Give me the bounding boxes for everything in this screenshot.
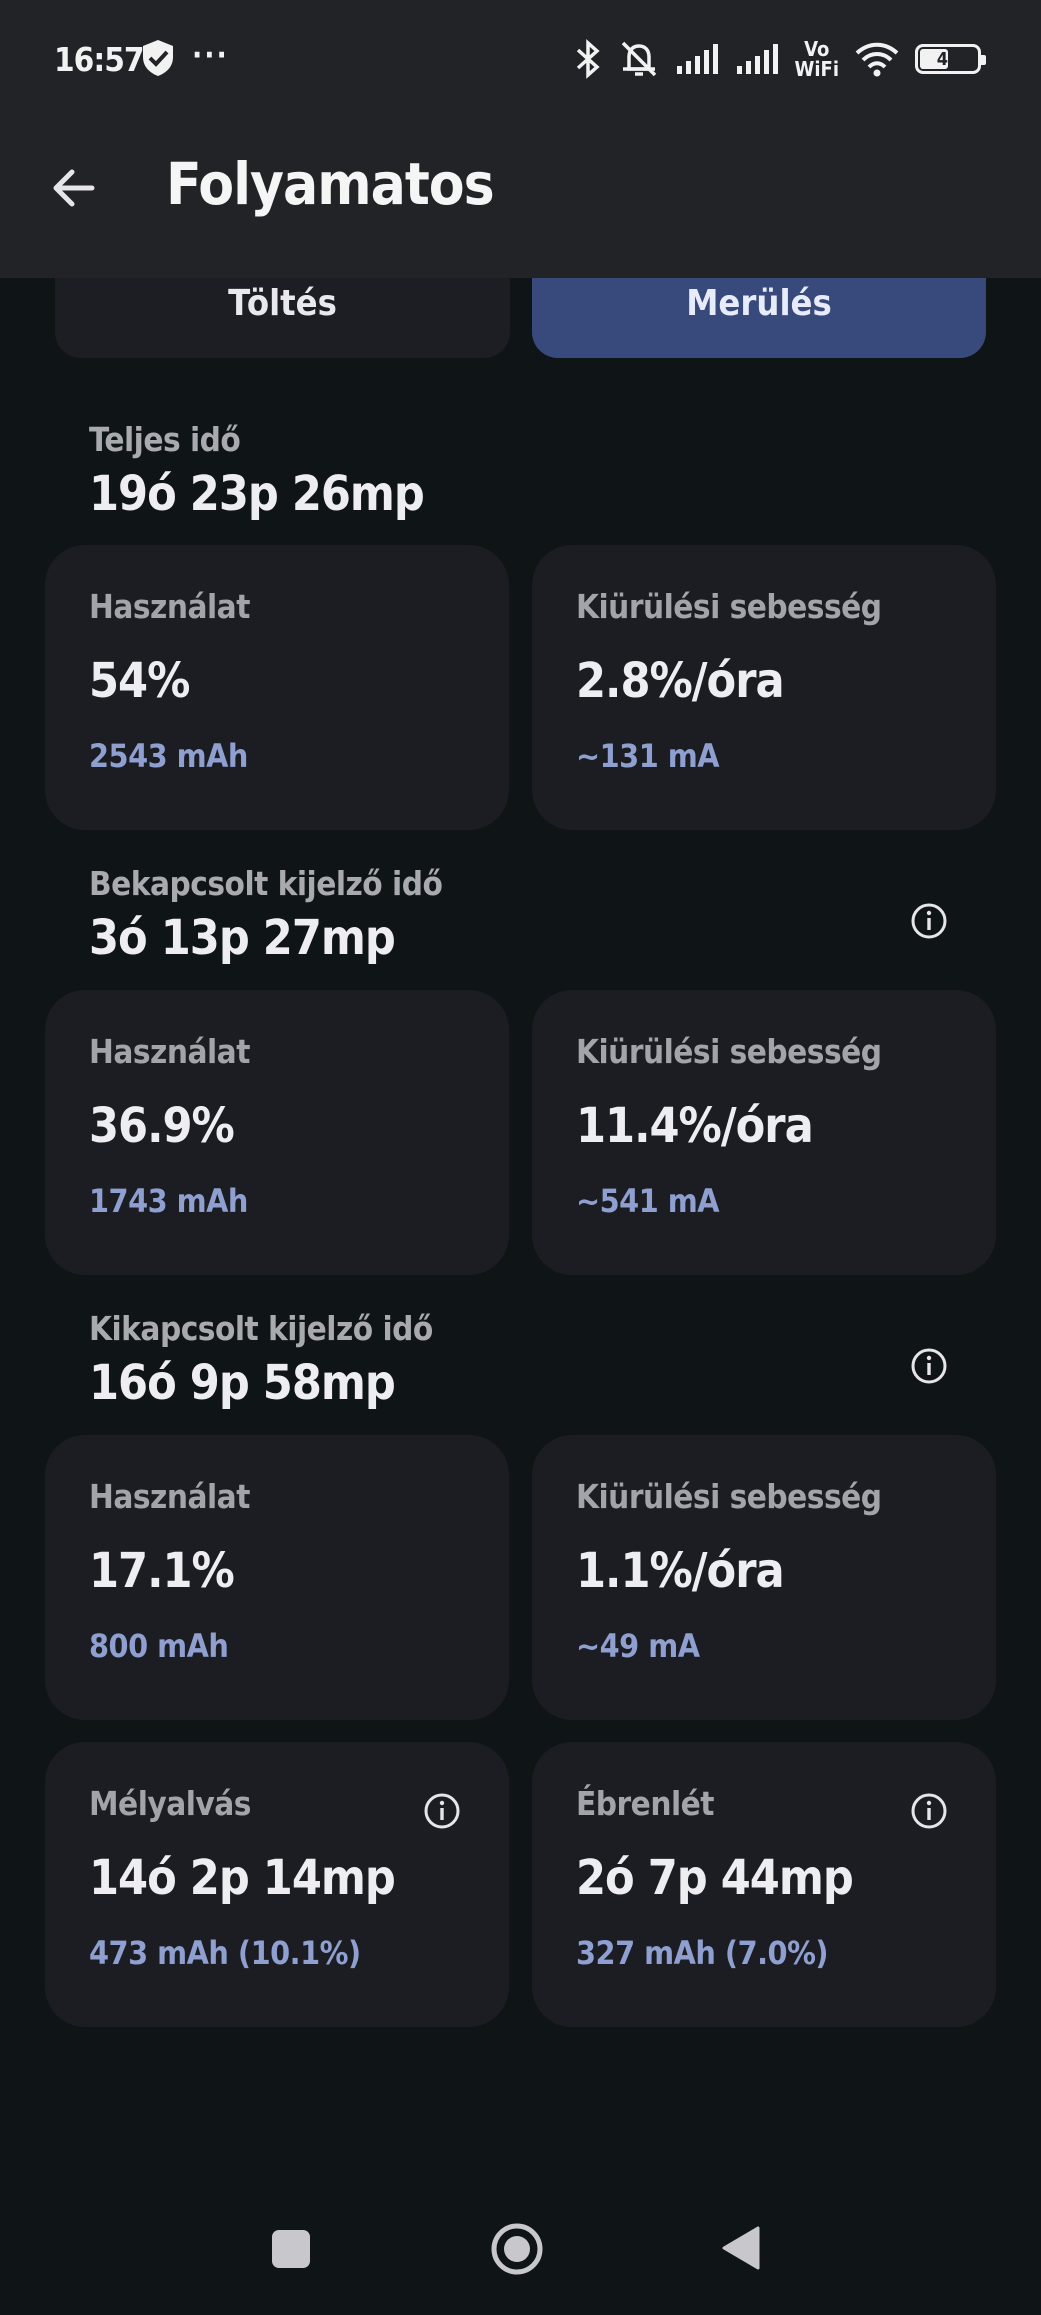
card-rate-total: Kiürülési sebesség 2.8%/óra ~131 mA	[532, 545, 996, 830]
card-usage-screen-on: Használat 36.9% 1743 mAh	[45, 990, 509, 1275]
card-label: Kiürülési sebesség	[576, 1032, 882, 1071]
card-value: 36.9%	[89, 1098, 235, 1154]
info-icon[interactable]	[423, 1792, 461, 1830]
page-title: Folyamatos	[166, 150, 495, 218]
card-rate-screen-off: Kiürülési sebesség 1.1%/óra ~49 mA	[532, 1435, 996, 1720]
status-icons: Vo WiFi 46	[573, 34, 986, 84]
muted-bell-icon	[621, 41, 656, 77]
card-subvalue: 800 mAh	[89, 1627, 229, 1665]
card-value: 14ó 2p 14mp	[89, 1850, 396, 1906]
tab-label: Merülés	[686, 283, 832, 324]
card-awake: Ébrenlét 2ó 7p 44mp 327 mAh (7.0%)	[532, 1742, 996, 2027]
card-subvalue: ~49 mA	[576, 1627, 700, 1665]
card-subvalue: 473 mAh (10.1%)	[89, 1934, 361, 1972]
card-usage-total: Használat 54% 2543 mAh	[45, 545, 509, 830]
section-value-screen-off: 16ó 9p 58mp	[89, 1355, 396, 1411]
card-value: 11.4%/óra	[576, 1098, 814, 1154]
card-value: 1.1%/óra	[576, 1543, 785, 1599]
arrow-left-icon[interactable]	[44, 160, 108, 216]
home-button[interactable]	[490, 2222, 544, 2276]
info-icon[interactable]	[910, 1792, 948, 1830]
card-label: Használat	[89, 1032, 250, 1071]
info-icon[interactable]	[910, 902, 948, 940]
section-value-screen-on: 3ó 13p 27mp	[89, 910, 396, 966]
signal-icon	[676, 44, 718, 74]
card-rate-screen-on: Kiürülési sebesség 11.4%/óra ~541 mA	[532, 990, 996, 1275]
battery-icon: 46	[915, 44, 986, 74]
card-subvalue: 327 mAh (7.0%)	[576, 1934, 829, 1972]
card-deep-sleep: Mélyalvás 14ó 2p 14mp 473 mAh (10.1%)	[45, 1742, 509, 2027]
card-usage-screen-off: Használat 17.1% 800 mAh	[45, 1435, 509, 1720]
card-label: Használat	[89, 587, 250, 626]
info-icon[interactable]	[910, 1347, 948, 1385]
battery-level: 46	[936, 48, 960, 70]
card-label: Használat	[89, 1477, 250, 1516]
section-label-total: Teljes idő	[89, 420, 241, 459]
card-label: Ébrenlét	[576, 1784, 714, 1823]
card-value: 2.8%/óra	[576, 653, 785, 709]
section-value-total: 19ó 23p 26mp	[89, 466, 425, 522]
card-label: Kiürülési sebesség	[576, 587, 882, 626]
app-bar: 16:57 ···	[0, 0, 1041, 278]
card-value: 54%	[89, 653, 190, 709]
card-value: 17.1%	[89, 1543, 235, 1599]
card-subvalue: 2543 mAh	[89, 737, 248, 775]
status-time: 16:57	[54, 40, 145, 79]
bluetooth-icon	[576, 39, 600, 79]
signal-icon	[736, 44, 778, 74]
section-label-screen-off: Kikapcsolt kijelző idő	[89, 1309, 433, 1348]
vowifi-indicator: Vo WiFi	[794, 37, 839, 81]
back-button[interactable]	[720, 2224, 762, 2272]
more-notifications-icon: ···	[192, 38, 229, 73]
card-value: 2ó 7p 44mp	[576, 1850, 854, 1906]
section-label-screen-on: Bekapcsolt kijelző idő	[89, 864, 443, 903]
tab-label: Töltés	[228, 283, 337, 324]
card-label: Kiürülési sebesség	[576, 1477, 882, 1516]
card-subvalue: ~131 mA	[576, 737, 720, 775]
card-subvalue: 1743 mAh	[89, 1182, 248, 1220]
shield-check-icon	[143, 40, 173, 76]
recents-button[interactable]	[272, 2230, 310, 2268]
card-subvalue: ~541 mA	[576, 1182, 720, 1220]
card-label: Mélyalvás	[89, 1784, 251, 1823]
wifi-icon	[855, 42, 899, 77]
